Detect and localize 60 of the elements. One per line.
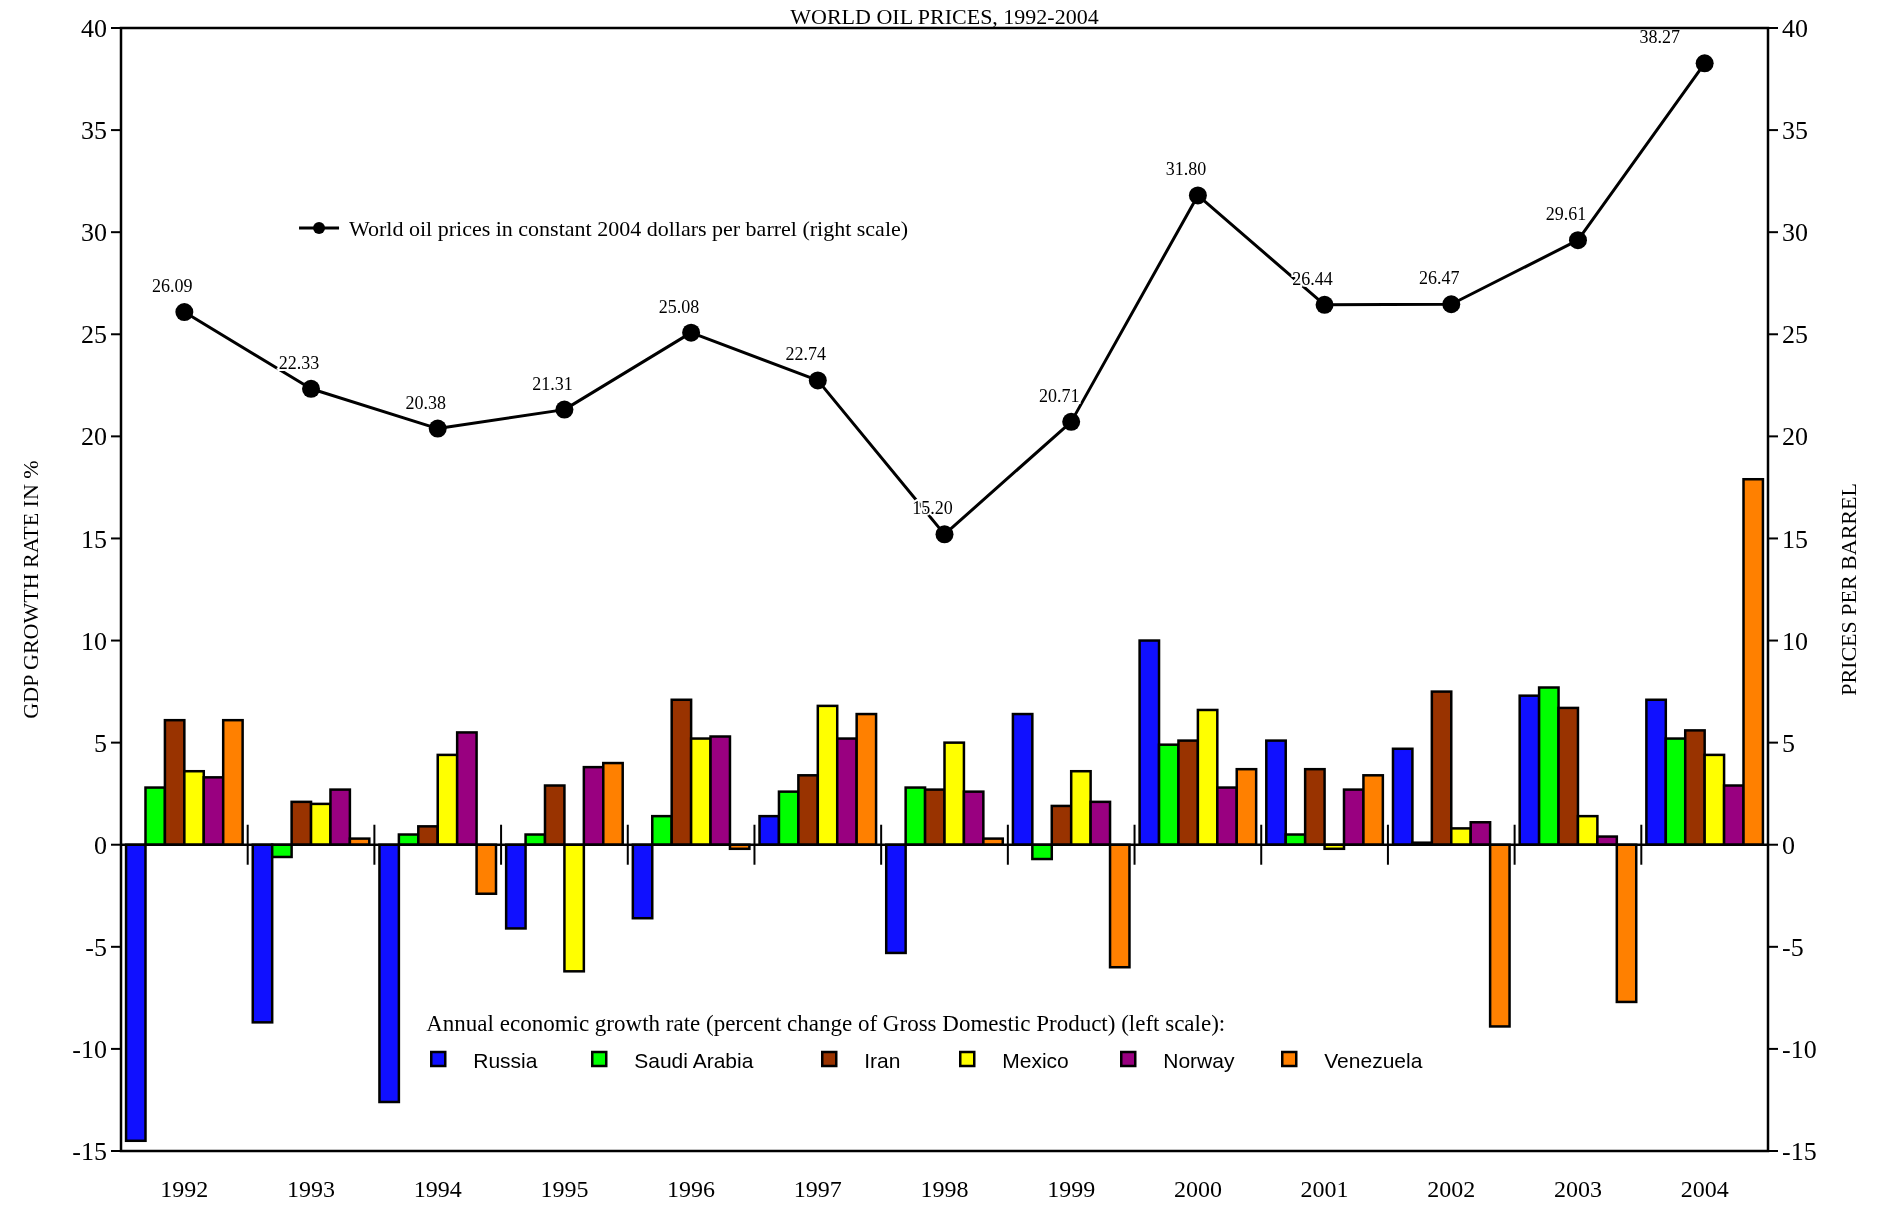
x-tick-label: 1998 (920, 1176, 969, 1202)
data-label: 26.09 (152, 276, 193, 297)
data-label: 31.80 (1165, 159, 1207, 180)
y-tick-label: 10 (81, 626, 107, 656)
data-label: 38.27 (1639, 27, 1680, 48)
y-axis-title: GDP GROWTH RATE IN % (18, 460, 43, 719)
x-tick-label: 1994 (413, 1176, 462, 1202)
y2-tick-label: -5 (1782, 932, 1804, 962)
x-tick-label: 2004 (1680, 1176, 1729, 1202)
data-label: 20.71 (1038, 385, 1080, 406)
legend-label: World oil prices in constant 2004 dollars per barrel (right scale) (349, 215, 909, 241)
legend-label: Russia (473, 1049, 538, 1073)
x-tick-label: 2002 (1427, 1176, 1476, 1202)
y2-axis-title: PRICES PER BARREL (1836, 483, 1861, 696)
y-tick-label: 20 (81, 422, 107, 452)
y2-tick-label: -10 (1782, 1035, 1817, 1065)
y-tick-label: 35 (81, 116, 107, 146)
x-tick-label: 2001 (1300, 1176, 1349, 1202)
chart-title: WORLD OIL PRICES, 1992-2004 (790, 4, 1099, 29)
y-tick-label: -10 (72, 1035, 107, 1065)
y-tick-label: 15 (81, 524, 107, 554)
y2-tick-label: 5 (1782, 728, 1795, 758)
y-tick-label: 25 (81, 320, 107, 350)
data-label: 22.74 (785, 344, 827, 365)
data-label: 20.38 (405, 392, 446, 413)
y-tick-label: -15 (72, 1137, 107, 1167)
x-tick-label: 1992 (160, 1176, 209, 1202)
legend-label: Saudi Arabia (634, 1049, 754, 1073)
y2-tick-label: 25 (1782, 320, 1808, 350)
y2-tick-label: 0 (1782, 830, 1795, 860)
x-tick-label: 1993 (287, 1176, 336, 1202)
x-tick-label: 1995 (540, 1176, 589, 1202)
y-tick-label: 0 (94, 830, 107, 860)
y2-tick-label: 20 (1782, 422, 1808, 452)
y2-tick-label: 10 (1782, 626, 1808, 656)
legend-label: Iran (864, 1049, 901, 1073)
legend-label: Norway (1163, 1049, 1235, 1073)
x-tick-label: 1996 (667, 1176, 716, 1202)
x-tick-label: 2003 (1553, 1176, 1602, 1202)
data-label: 26.47 (1419, 268, 1460, 289)
data-label: 25.08 (658, 296, 700, 317)
y-tick-label: 5 (94, 728, 107, 758)
data-label: 21.31 (532, 373, 573, 394)
data-label: 29.61 (1545, 204, 1587, 225)
data-label: 22.33 (278, 352, 320, 373)
y2-tick-label: -15 (1782, 1137, 1817, 1167)
legend-label: Mexico (1002, 1049, 1069, 1073)
legend-title: Annual economic growth rate (percent change of Gross Domestic Product) (left scale): (426, 1011, 1226, 1036)
y2-tick-label: 15 (1782, 524, 1808, 554)
y-tick-label: -5 (85, 932, 107, 962)
x-tick-label: 1999 (1047, 1176, 1096, 1202)
data-label: 26.44 (1292, 268, 1333, 289)
y2-tick-label: 40 (1782, 14, 1808, 44)
y2-tick-label: 35 (1782, 116, 1808, 146)
legend-label: Venezuela (1324, 1049, 1423, 1073)
x-tick-label: 2000 (1173, 1176, 1222, 1202)
y-tick-label: 40 (81, 14, 107, 44)
y-tick-label: 30 (81, 218, 107, 248)
y2-tick-label: 30 (1782, 218, 1808, 248)
x-tick-label: 1997 (793, 1176, 842, 1202)
